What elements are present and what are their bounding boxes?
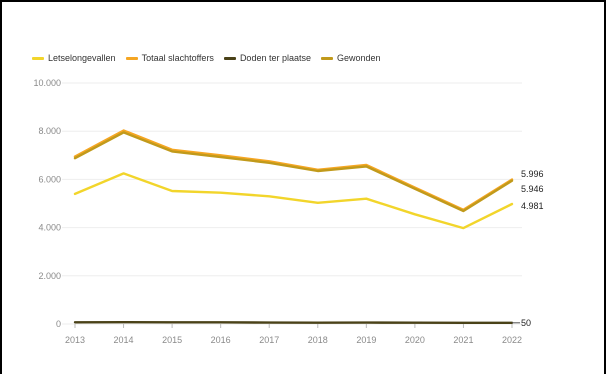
legend-swatch [32, 56, 44, 60]
x-tick-label: 2019 [356, 335, 376, 345]
series-line-letselongevallen [73, 172, 514, 230]
end-value-label: 50 [521, 318, 531, 328]
x-tick-label: 2013 [65, 335, 85, 345]
x-tick-label: 2022 [502, 335, 522, 345]
y-tick-label: 6.000 [38, 174, 61, 184]
legend-label: Doden ter plaatse [239, 53, 311, 63]
legend-item-letselongevallen[interactable]: Letselongevallen [32, 53, 116, 63]
legend-label: Letselongevallen [48, 53, 116, 63]
legend-label: Gewonden [336, 53, 381, 63]
series-line-doden-ter-plaatse [73, 321, 514, 324]
x-tick-label: 2015 [162, 335, 182, 345]
legend-label: Totaal slachtoffers [141, 53, 214, 63]
series-line-totaal-slachtoffers [73, 129, 514, 211]
legend-item-doden-ter-plaatse[interactable]: Doden ter plaatse [223, 53, 311, 63]
chart-legend: Letselongevallen Totaal slachtoffers Dod… [32, 53, 381, 63]
y-tick-label: 8.000 [38, 126, 61, 136]
x-tick-label: 2018 [308, 335, 328, 345]
x-tick-label: 2017 [259, 335, 279, 345]
x-tick-label: 2014 [114, 335, 134, 345]
legend-swatch [320, 56, 333, 60]
legend-swatch [223, 56, 236, 60]
y-tick-label: 10.000 [33, 78, 61, 88]
x-tick-label: 2016 [211, 335, 231, 345]
end-value-label: 5.996 [521, 169, 544, 179]
legend-item-totaal-slachtoffers[interactable]: Totaal slachtoffers [125, 53, 214, 63]
y-tick-label: 4.000 [38, 223, 61, 233]
end-value-label: 5.946 [521, 184, 544, 194]
series-line-gewonden [73, 131, 514, 213]
x-tick-label: 2021 [453, 335, 473, 345]
legend-item-gewonden[interactable]: Gewonden [320, 53, 381, 63]
x-tick-label: 2020 [405, 335, 425, 345]
y-tick-label: 2.000 [38, 271, 61, 281]
legend-swatch [125, 56, 138, 60]
end-value-label: 4.981 [521, 201, 544, 211]
y-tick-label: 0 [56, 319, 61, 329]
